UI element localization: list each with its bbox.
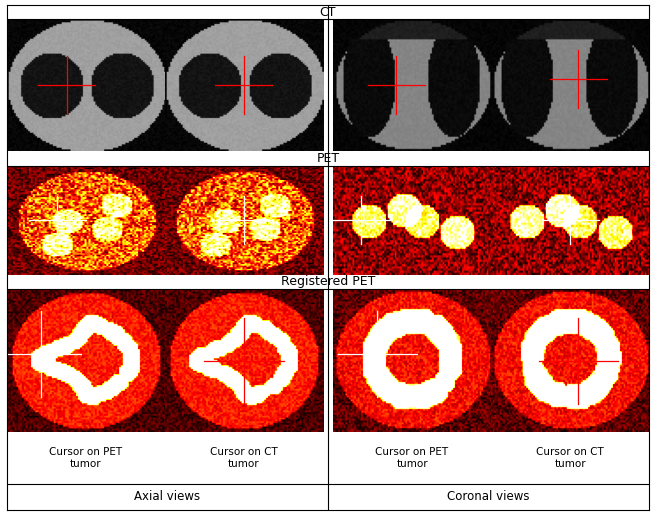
- Text: CT: CT: [319, 6, 337, 19]
- Text: Cursor on PET
tumor: Cursor on PET tumor: [49, 448, 122, 469]
- Text: Axial views: Axial views: [134, 490, 200, 504]
- Text: Cursor on PET
tumor: Cursor on PET tumor: [375, 448, 449, 469]
- Text: Cursor on CT
tumor: Cursor on CT tumor: [537, 448, 604, 469]
- Text: Coronal views: Coronal views: [447, 490, 530, 504]
- Text: Cursor on CT
tumor: Cursor on CT tumor: [210, 448, 278, 469]
- Text: PET: PET: [316, 152, 340, 165]
- Text: Registered PET: Registered PET: [281, 276, 375, 288]
